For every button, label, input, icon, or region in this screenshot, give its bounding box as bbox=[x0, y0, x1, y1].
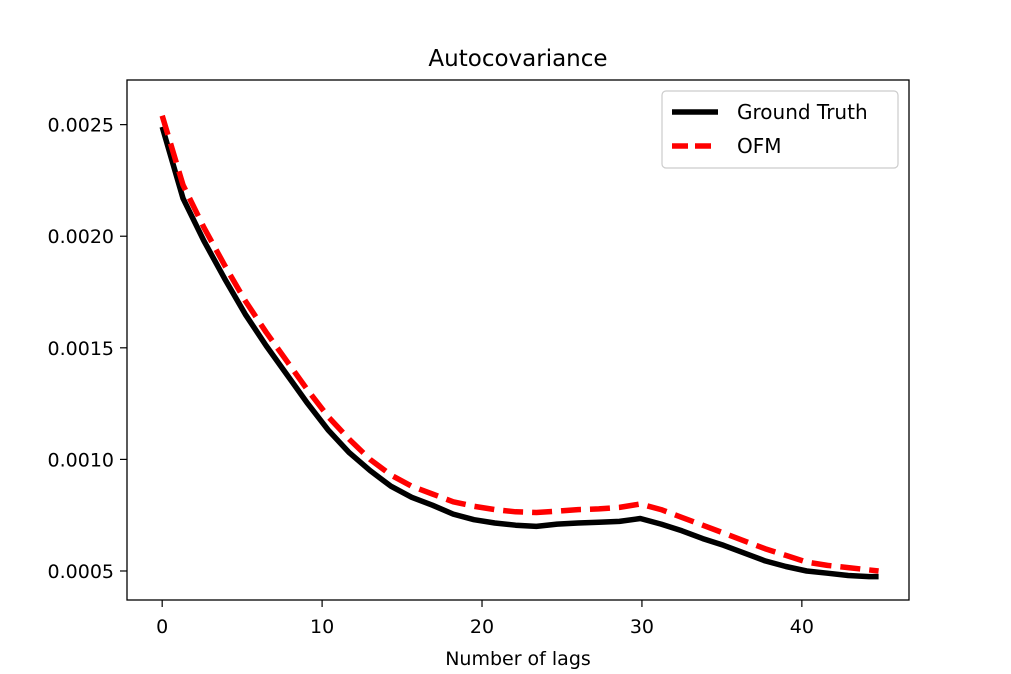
y-axis-ticks: 0.0005 0.0010 0.0015 0.0020 0.0025 bbox=[48, 115, 127, 583]
x-tick-label: 30 bbox=[630, 616, 654, 638]
legend: Ground Truth OFM bbox=[661, 90, 899, 169]
y-tick-label: 0.0025 bbox=[48, 115, 114, 137]
x-tick-label: 40 bbox=[790, 616, 814, 638]
series-line-2 bbox=[159, 114, 879, 574]
series-layer bbox=[159, 114, 879, 580]
chart-title: Autocovariance bbox=[428, 46, 607, 72]
x-tick-label: 10 bbox=[310, 616, 334, 638]
x-tick-label: 20 bbox=[470, 616, 494, 638]
x-tick-label: 0 bbox=[156, 616, 168, 638]
y-tick-label: 0.0005 bbox=[48, 561, 114, 583]
x-axis-label: Number of lags bbox=[445, 648, 591, 670]
legend-frame bbox=[661, 90, 899, 169]
plot-area-frame bbox=[126, 79, 910, 601]
y-tick-label: 0.0020 bbox=[48, 226, 114, 248]
legend-label: OFM bbox=[737, 134, 782, 158]
y-tick-label: 0.0015 bbox=[48, 338, 114, 360]
x-axis-ticks: 0 10 20 30 40 bbox=[156, 600, 814, 638]
y-tick-label: 0.0010 bbox=[48, 449, 114, 471]
series-line-1 bbox=[159, 126, 879, 580]
legend-label: Ground Truth bbox=[737, 100, 868, 124]
